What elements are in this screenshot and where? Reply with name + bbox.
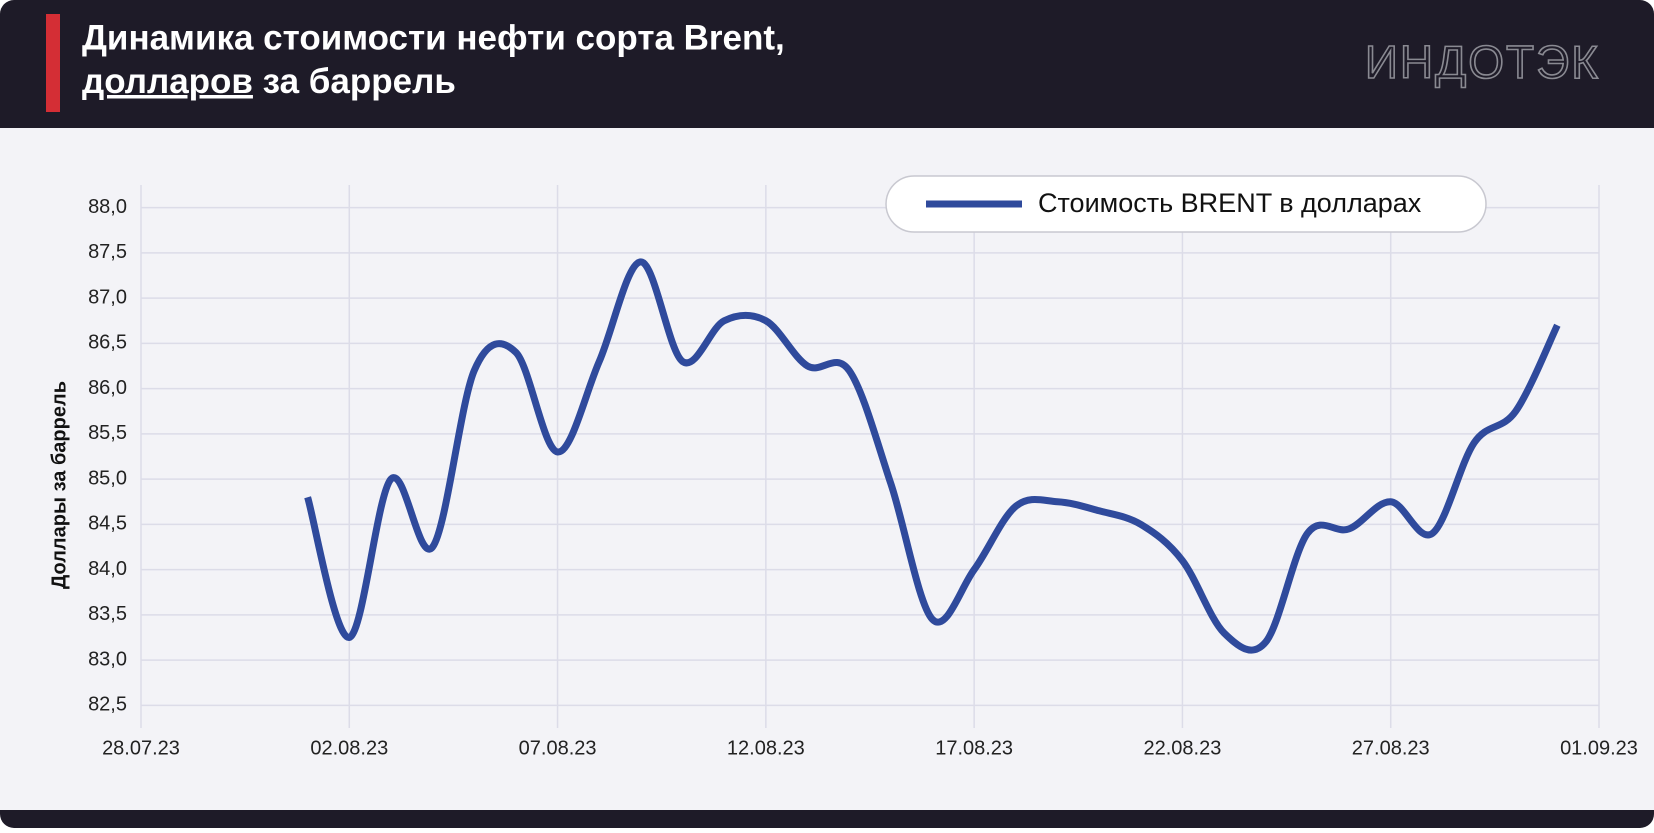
series-line (304, 258, 1561, 654)
title: долларов за баррель (82, 62, 456, 101)
grid: 82,5 83,0 83,5 84,0 84,5 85,0 85,5 86,0 86,5 87,0… (88, 185, 1638, 759)
x-tick-label: 07.08.23 (519, 737, 597, 759)
x-tick-label: 01.09.23 (1560, 737, 1638, 759)
y-tick-label: 84,0 (88, 558, 127, 580)
legend-box (885, 175, 1487, 233)
y-tick-label: 86,5 (88, 332, 127, 354)
y-axis-title: Доллары за баррель (48, 381, 70, 589)
y-tick-label: 83,0 (88, 648, 127, 670)
y-tick-label: 85,5 (88, 422, 127, 444)
panel (0, 128, 1654, 810)
y-tick-label: 85,0 (88, 467, 127, 489)
y-tick-label: 82,5 (88, 694, 127, 716)
y-tick-label: 87,0 (88, 286, 127, 308)
legend: Стоимость BRENT в долларах (885, 175, 1487, 233)
x-tick-label: 02.08.23 (310, 737, 388, 759)
y-tick-label: 84,5 (88, 513, 127, 535)
brand-logo: ИНДОТЭК (1365, 36, 1600, 88)
title-underlined: долларов (82, 62, 253, 101)
title: Динамика стоимости нефти сорта Brent, (82, 18, 785, 57)
x-tick-label: 17.08.23 (935, 737, 1013, 759)
legend-label: Стоимость BRENT в долларах (1038, 188, 1422, 218)
x-tick-label: 28.07.23 (102, 737, 180, 759)
accent-bar (46, 14, 60, 112)
x-tick-label: 12.08.23 (727, 737, 805, 759)
y-tick-label: 87,5 (88, 241, 127, 263)
y-tick-label: 88,0 (88, 196, 127, 218)
x-tick-label: 27.08.23 (1352, 737, 1430, 759)
plot (304, 258, 1561, 654)
title-rest: за баррель (263, 62, 456, 101)
x-tick-label: 22.08.23 (1143, 737, 1221, 759)
y-tick-label: 86,0 (88, 377, 127, 399)
y-tick-label: 83,5 (88, 603, 127, 625)
